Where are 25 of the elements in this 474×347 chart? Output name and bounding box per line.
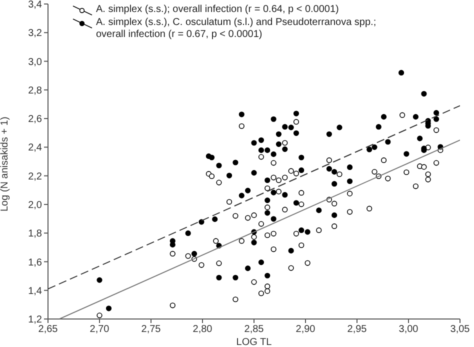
y-tick-label: 2,0: [28, 200, 42, 212]
x-tick-label: 3,00: [398, 324, 419, 336]
legend-label: A. simplex (s.s.); overall infection (r = 0.64, p < 0.0001): [96, 4, 339, 16]
y-tick-label: 2,6: [28, 114, 42, 126]
y-tick-label: 2,8: [28, 85, 42, 96]
x-tick-label: 2,65: [38, 324, 58, 336]
x-tick-label: 2,75: [141, 324, 162, 336]
x-tick-label: 3,05: [450, 324, 470, 336]
x-tick-label: 2,95: [347, 324, 368, 336]
x-tick-label: 2,70: [90, 324, 110, 336]
y-tick-label: 1,6: [28, 257, 42, 268]
y-axis-title: Log (N anisakids + 1): [0, 116, 11, 212]
y-tick-label: 3,2: [28, 28, 42, 40]
legend-label: A. simplex (s.s.), C. osculatum (s.l.) and Pseudoterranova spp.; overall infection (r = 0.67, p < 0.0001): [96, 17, 378, 41]
y-tick-label: 1,2: [28, 314, 42, 326]
y-tick-label: 1,8: [28, 228, 42, 240]
x-tick-label: 2,85: [244, 324, 264, 336]
x-tick-label: 2,80: [192, 324, 213, 336]
y-tick-label: 3,4: [28, 0, 42, 11]
x-tick-label: 2,90: [296, 324, 316, 336]
y-tick-label: 2,2: [28, 171, 42, 182]
y-tick-label: 2,4: [28, 142, 42, 154]
y-tick-label: 1,4: [28, 286, 42, 297]
y-tick-label: 3,0: [28, 56, 42, 68]
x-axis-title: LOG TL: [236, 337, 272, 347]
